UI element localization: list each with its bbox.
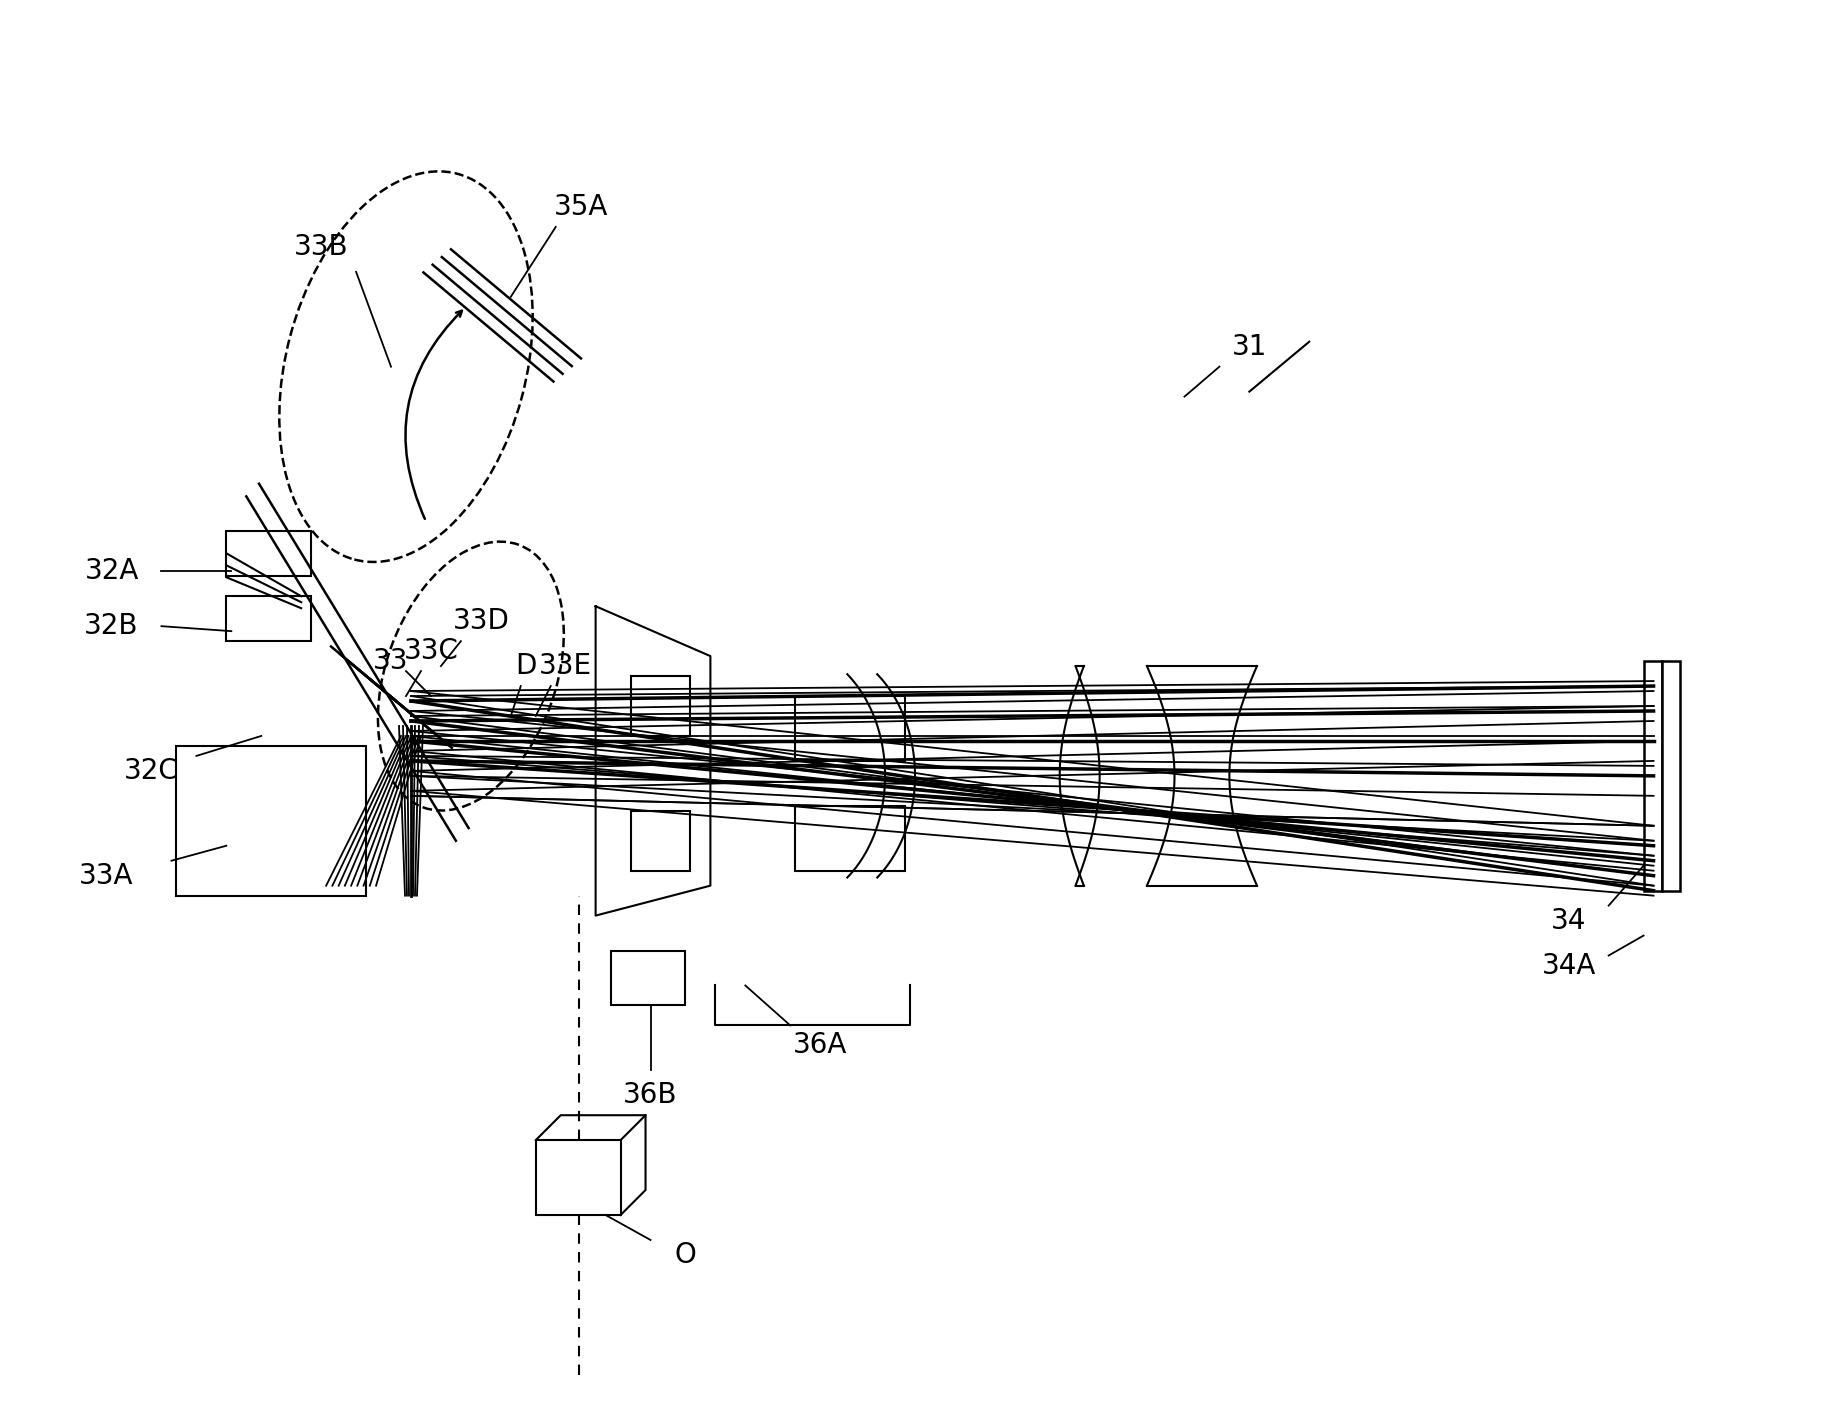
Text: 34A: 34A xyxy=(1541,951,1596,980)
Text: 32A: 32A xyxy=(84,558,139,585)
Bar xyxy=(794,696,904,761)
Text: 36B: 36B xyxy=(622,1081,677,1109)
Text: 32B: 32B xyxy=(84,612,139,640)
Bar xyxy=(630,811,690,871)
Text: 33D: 33D xyxy=(452,607,509,635)
Bar xyxy=(227,532,311,576)
Bar xyxy=(794,806,904,871)
Text: O: O xyxy=(673,1241,695,1269)
Bar xyxy=(1643,662,1660,891)
Text: 33B: 33B xyxy=(293,232,348,261)
Text: 33: 33 xyxy=(373,647,408,674)
Text: 31: 31 xyxy=(1232,332,1266,361)
Text: 34: 34 xyxy=(1550,907,1585,934)
Bar xyxy=(536,1141,620,1215)
Bar xyxy=(609,951,684,1005)
Text: 36A: 36A xyxy=(792,1031,847,1060)
Bar xyxy=(227,596,311,642)
Text: 33C: 33C xyxy=(403,637,458,665)
Text: 32C: 32C xyxy=(124,757,179,784)
Text: 35A: 35A xyxy=(553,193,608,221)
Text: 33E: 33E xyxy=(538,652,591,680)
Bar xyxy=(630,676,690,736)
Bar xyxy=(176,746,366,896)
Text: 33A: 33A xyxy=(79,861,134,890)
Text: D: D xyxy=(514,652,536,680)
Bar xyxy=(1660,662,1678,891)
